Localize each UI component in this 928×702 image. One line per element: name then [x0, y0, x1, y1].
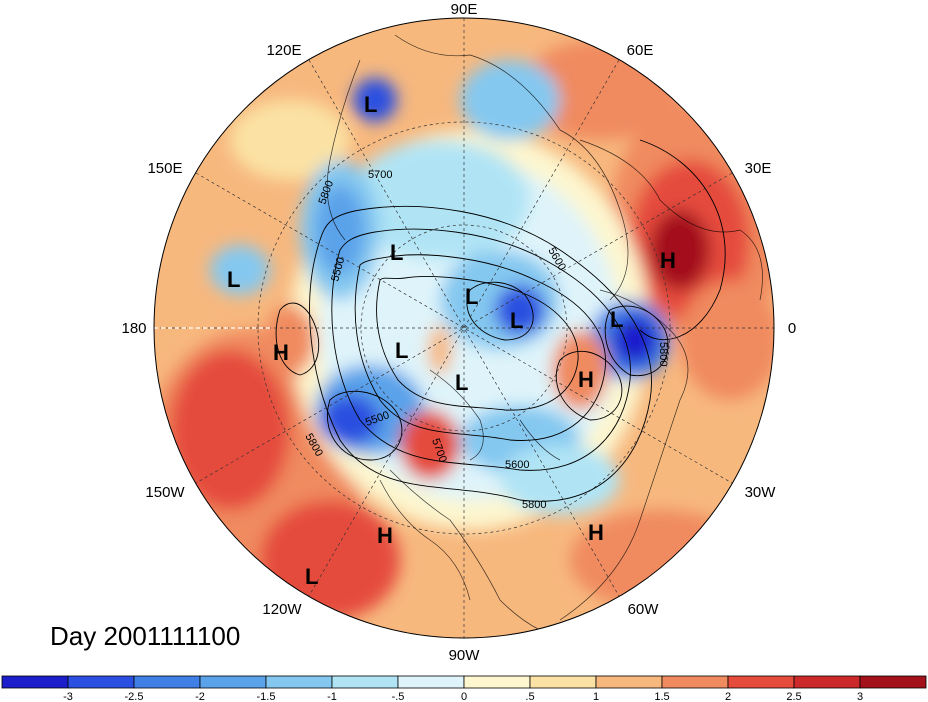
colorbar-tick-label: .5: [525, 691, 534, 702]
high-pressure-marker: H: [578, 367, 594, 392]
low-pressure-marker: L: [455, 370, 468, 395]
lon-label-150e: 150E: [147, 160, 182, 177]
lon-label-30w: 30W: [745, 484, 777, 501]
colorbar-tick-label: -1.5: [257, 691, 276, 702]
colorbar-tick-label: 2.5: [786, 691, 801, 702]
lon-label-30e: 30E: [745, 160, 772, 177]
graticule: [154, 18, 774, 638]
colorbar-swatch: [661, 675, 729, 689]
height-contours: [275, 139, 726, 502]
colorbar-tick-label: -2.5: [125, 691, 144, 702]
high-pressure-marker: H: [660, 248, 676, 273]
colorbar-swatch: [265, 675, 333, 689]
low-pressure-marker: L: [227, 267, 240, 292]
colorbar-tick-label: 1: [593, 691, 599, 702]
lon-label-150w: 150W: [145, 484, 185, 501]
lon-label-60w: 60W: [628, 601, 660, 618]
low-pressure-marker: L: [305, 564, 318, 589]
low-pressure-marker: L: [610, 307, 623, 332]
colorbar-tick-label: -.5: [392, 691, 405, 702]
colorbar-swatch: [529, 675, 597, 689]
contour-label: 5800: [657, 342, 669, 366]
colorbar-swatch: [1, 675, 69, 689]
low-pressure-marker: L: [510, 308, 523, 333]
low-pressure-marker: L: [390, 240, 403, 265]
high-pressure-marker: H: [273, 340, 289, 365]
high-pressure-marker: H: [588, 520, 604, 545]
contour-label: 5800: [522, 499, 546, 511]
lon-label-180: 180: [121, 320, 146, 337]
colorbar-tick-label: 3: [857, 691, 863, 702]
lon-label-0: 0: [788, 320, 796, 337]
colorbar-swatch: [397, 675, 465, 689]
lon-label-60e: 60E: [627, 42, 654, 59]
longitude-labels: 90E 120E 60E 150E 30E 180 0 150W 30W 120…: [121, 1, 796, 664]
colorbar-swatch: [793, 675, 861, 689]
lon-label-90w: 90W: [449, 647, 481, 664]
colorbar-tick-label: -2: [195, 691, 205, 702]
colorbar-swatch: [133, 675, 201, 689]
map-border: [153, 17, 775, 639]
colorbar-swatch: [331, 675, 399, 689]
high-pressure-marker: H: [377, 523, 393, 548]
colorbar-tick-label: -3: [63, 691, 73, 702]
colorbar-swatch: [463, 675, 531, 689]
colorbar-swatch: [859, 675, 927, 689]
pressure-system-markers: L L L L L L L L L L H H H H H H: [227, 92, 676, 589]
lon-label-120w: 120W: [262, 601, 302, 618]
lon-label-90e: 90E: [451, 1, 478, 18]
colorbar-tick-label: -1: [327, 691, 337, 702]
colorbar-swatch: [67, 675, 135, 689]
colorbar-tick-label: 0: [461, 691, 467, 702]
colorbar-tick-label: 2: [725, 691, 731, 702]
lon-label-120e: 120E: [266, 42, 301, 59]
low-pressure-marker: L: [465, 284, 478, 309]
temperature-anomaly-field: [154, 18, 774, 638]
contour-label: 5600: [505, 459, 529, 471]
colorbar-swatch: [199, 675, 267, 689]
colorbar-swatch: [727, 675, 795, 689]
colorbar-tick-label: 1.5: [654, 691, 669, 702]
colorbar: -3 -2.5 -2 -1.5 -1 -.5 0 .5 1 1.5 2 2.5 3: [1, 675, 927, 702]
low-pressure-marker: L: [395, 338, 408, 363]
contour-label: 5700: [368, 169, 392, 181]
colorbar-swatch: [595, 675, 663, 689]
low-pressure-marker: L: [364, 92, 377, 117]
day-title: Day 2001111100: [50, 621, 240, 651]
